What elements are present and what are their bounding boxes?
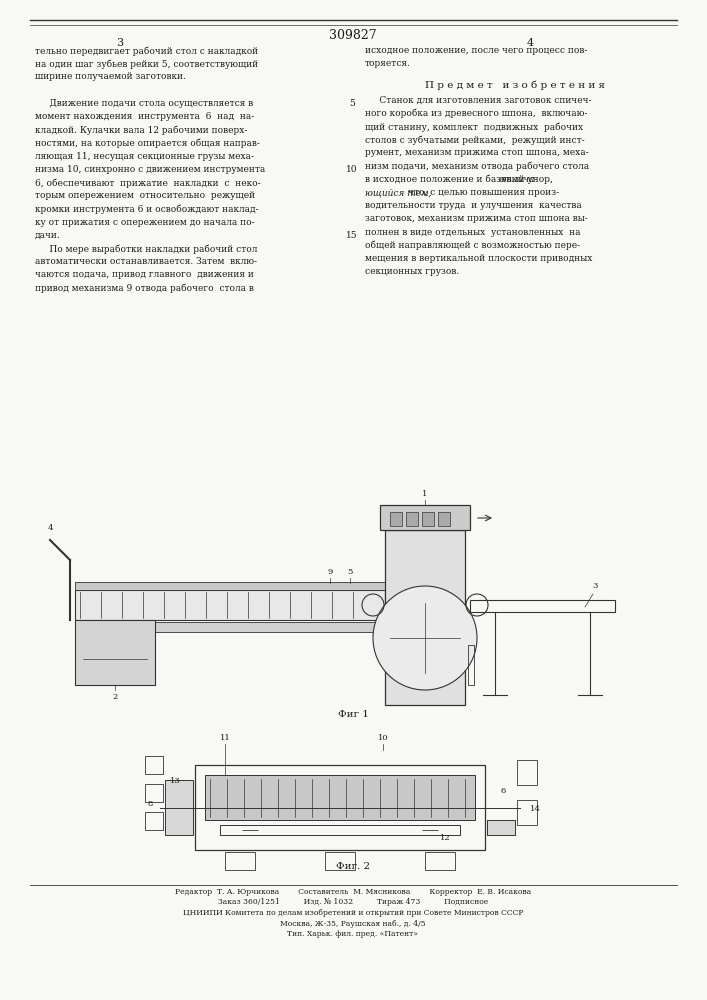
Text: 14: 14 [530,805,540,813]
Text: Фиг. 2: Фиг. 2 [336,862,370,871]
Text: на один шаг зубьев рейки 5, соответствующий: на один шаг зубьев рейки 5, соответствую… [35,59,258,69]
Text: автоматически останавливается. Затем  вклю-: автоматически останавливается. Затем вкл… [35,257,257,266]
Text: ляющая 11, несущая секционные грузы меха-: ляющая 11, несущая секционные грузы меха… [35,152,254,161]
Text: 5: 5 [347,568,353,576]
Text: 10: 10 [346,165,358,174]
Text: 2: 2 [112,693,117,701]
Text: мещения в вертикальной плоскости приводных: мещения в вертикальной плоскости приводн… [365,254,592,263]
Bar [487,820,515,835]
Bar [422,512,434,526]
Text: Тип. Харьк. фил. пред. «Патент»: Тип. Харьк. фил. пред. «Патент» [288,930,419,938]
Text: момент нахождения  инструмента  6  над  на-: момент нахождения инструмента 6 над на- [35,112,255,121]
Bar [390,512,402,526]
Bar [385,530,465,705]
Bar [75,590,385,620]
Text: кладкой. Кулачки вала 12 рабочими поверх-: кладкой. Кулачки вала 12 рабочими поверх… [35,125,247,135]
Text: 4: 4 [527,38,534,48]
Text: заготовок, механизм прижима стоп шпона вы-: заготовок, механизм прижима стоп шпона в… [365,214,588,223]
Bar [195,765,485,850]
Text: 8: 8 [147,800,153,808]
Text: 11: 11 [220,734,230,742]
Text: Движение подачи стола осуществляется в: Движение подачи стола осуществляется в [35,99,253,108]
Text: общей направляющей с возможностью пере-: общей направляющей с возможностью пере- [365,241,580,250]
Text: отлича-: отлича- [499,175,538,184]
Text: тельно передвигает рабочий стол с накладкой: тельно передвигает рабочий стол с наклад… [35,46,258,55]
Text: 3: 3 [117,38,124,48]
Bar [325,852,355,870]
Text: в исходное положение и базовый упор,: в исходное положение и базовый упор, [365,175,556,184]
Text: полнен в виде отдельных  установленных  на: полнен в виде отдельных установленных на [365,228,580,237]
Bar [145,812,163,830]
Text: 1: 1 [422,490,428,498]
Text: Станок для изготовления заготовок спичеч-: Станок для изготовления заготовок спичеч… [365,96,592,105]
Text: водительности труда  и улучшения  качества: водительности труда и улучшения качества [365,201,582,210]
Text: 6, обеспечивают  прижатие  накладки  с  неко-: 6, обеспечивают прижатие накладки с неко… [35,178,261,188]
Bar [438,512,450,526]
Text: 309827: 309827 [329,29,377,42]
Text: чаются подача, привод главного  движения и: чаются подача, привод главного движения … [35,270,254,279]
Text: кромки инструмента 6 и освобождают наклад-: кромки инструмента 6 и освобождают накла… [35,204,259,214]
Text: ку от прижатия с опережением до начала по-: ку от прижатия с опережением до начала п… [35,218,255,227]
Text: П р е д м е т   и з о б р е т е н и я: П р е д м е т и з о б р е т е н и я [425,80,605,90]
Text: ющийся тем,: ющийся тем, [365,188,434,197]
Text: низма 10, синхронно с движением инструмента: низма 10, синхронно с движением инструме… [35,165,265,174]
Text: 4: 4 [47,524,53,532]
Text: ного коробка из древесного шпона,  включаю-: ного коробка из древесного шпона, включа… [365,109,588,118]
Bar [145,756,163,774]
Text: ностями, на которые опирается общая направ-: ностями, на которые опирается общая напр… [35,138,260,148]
Text: 9: 9 [327,568,333,576]
Text: 3: 3 [592,582,597,590]
Text: секционных грузов.: секционных грузов. [365,267,460,276]
Text: Заказ 360/1251          Изд. № 1032          Тираж 473          Подписное: Заказ 360/1251 Изд. № 1032 Тираж 473 Под… [218,898,488,906]
Text: 15: 15 [346,231,358,240]
Bar [517,800,537,825]
Text: столов с зубчатыми рейками,  режущий инст-: столов с зубчатыми рейками, режущий инст… [365,135,585,145]
Bar [75,622,385,632]
Bar [406,512,418,526]
Text: Москва, Ж-35, Раушская наб., д. 4/5: Москва, Ж-35, Раушская наб., д. 4/5 [280,920,426,928]
Text: 12: 12 [440,834,450,842]
Text: ширине получаемой заготовки.: ширине получаемой заготовки. [35,72,186,81]
Bar [145,784,163,802]
Bar [425,852,455,870]
Circle shape [373,586,477,690]
Bar [468,645,474,685]
Bar [470,600,615,612]
Text: 13: 13 [170,777,180,785]
Text: румент, механизм прижима стоп шпона, меха-: румент, механизм прижима стоп шпона, мех… [365,148,589,157]
Text: дачи.: дачи. [35,231,61,240]
Bar [220,825,460,835]
Bar [517,760,537,785]
Text: Редактор  Т. А. Юрчикова        Составитель  М. Мясникова        Корректор  Е. В: Редактор Т. А. Юрчикова Составитель М. М… [175,888,531,896]
Text: Фиг 1: Фиг 1 [337,710,368,719]
Text: По мере выработки накладки рабочий стол: По мере выработки накладки рабочий стол [35,244,257,253]
Text: привод механизма 9 отвода рабочего  стола в: привод механизма 9 отвода рабочего стола… [35,284,254,293]
Bar [165,780,193,835]
Text: ЦНИИПИ Комитета по делам изобретений и открытий при Совете Министров СССР: ЦНИИПИ Комитета по делам изобретений и о… [182,909,523,917]
Text: 5: 5 [349,99,355,108]
Bar [205,775,475,820]
Text: 10: 10 [378,734,389,742]
Text: исходное положение, после чего процесс пов-: исходное положение, после чего процесс п… [365,46,588,55]
Bar [75,620,155,685]
Text: 6: 6 [501,787,506,795]
Text: щий станину, комплект  подвижных  рабочих: щий станину, комплект подвижных рабочих [365,122,583,131]
Text: торяется.: торяется. [365,59,411,68]
Bar [225,852,255,870]
Text: торым опережением  относительно  режущей: торым опережением относительно режущей [35,191,255,200]
Text: низм подачи, механизм отвода рабочего стола: низм подачи, механизм отвода рабочего ст… [365,162,589,171]
Text: что, с целью повышения произ-: что, с целью повышения произ- [409,188,559,197]
Bar [380,505,470,530]
Bar [75,582,385,590]
